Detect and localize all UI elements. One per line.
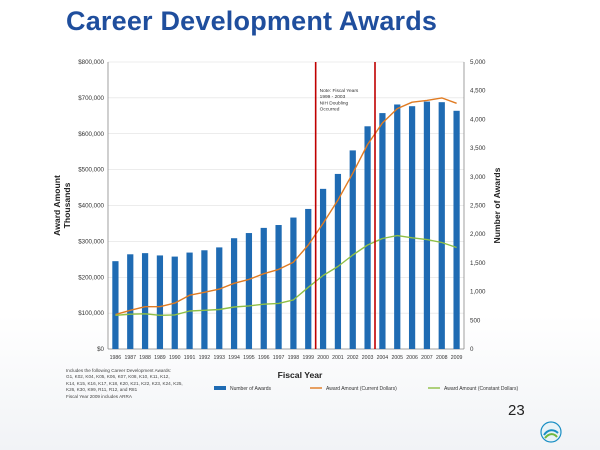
bar <box>141 253 149 349</box>
bar <box>438 102 445 350</box>
bar <box>230 238 238 349</box>
bar <box>260 227 267 349</box>
y-left-tick-label: $200,000 <box>78 274 104 281</box>
bar <box>305 208 312 349</box>
y-right-tick-label: 1,000 <box>470 289 486 296</box>
y-right-tick-label: 1,500 <box>470 260 486 267</box>
x-tick-label: 2002 <box>347 355 359 361</box>
series-line <box>115 234 457 316</box>
legend-label: Number of Awards <box>230 386 272 392</box>
x-tick-label: 1991 <box>184 355 196 361</box>
bar <box>216 247 223 349</box>
y-right-tick-label: 500 <box>470 317 481 324</box>
footnote-line: G1, K02, K04, K05, K06, K07, K08, K10, K… <box>66 374 170 380</box>
y-right-tick-label: 2,500 <box>470 203 486 210</box>
x-tick-label: 2003 <box>362 355 374 361</box>
footnote-line: K14, K15, K16, K17, K18, K20, K21, K22, … <box>66 380 183 386</box>
bar <box>408 106 416 349</box>
y-left-axis-title: Award Amount <box>52 175 62 236</box>
y-left-tick-label: $700,000 <box>78 95 104 102</box>
bar <box>453 110 460 349</box>
x-tick-label: 2008 <box>436 355 448 361</box>
bar <box>394 104 401 349</box>
bar <box>245 233 253 349</box>
bar <box>127 254 134 349</box>
bar <box>290 217 297 349</box>
bar <box>334 173 342 349</box>
y-left-tick-label: $600,000 <box>78 131 104 138</box>
y-right-tick-label: 3,500 <box>470 145 486 152</box>
bar <box>364 126 371 350</box>
y-right-tick-label: 5,000 <box>470 59 486 66</box>
footnote-line: Includes the following Career Developmen… <box>66 368 172 373</box>
y-left-axis-subtitle: Thousands <box>62 182 72 228</box>
x-tick-label: 1995 <box>243 355 255 361</box>
footnote: Includes the following Career Developmen… <box>66 368 216 400</box>
bar <box>201 250 208 349</box>
y-left-tick-label: $800,000 <box>78 59 104 66</box>
x-tick-label: 2009 <box>451 355 463 361</box>
y-right-tick-label: 0 <box>470 346 474 353</box>
bar <box>423 101 431 349</box>
legend-label: Award Amount (Constant Dollars) <box>444 386 518 392</box>
x-tick-label: 2001 <box>332 355 344 361</box>
y-left-tick-label: $100,000 <box>78 310 104 317</box>
legend-swatch <box>214 386 226 390</box>
series-line <box>115 97 457 316</box>
bar <box>379 113 386 349</box>
annotation-text: Occurred <box>320 107 340 113</box>
x-tick-label: 2005 <box>391 355 403 361</box>
x-tick-label: 1990 <box>169 355 181 361</box>
y-right-tick-label: 4,000 <box>470 116 486 123</box>
slide-title: Career Development Awards <box>66 6 438 36</box>
y-left-tick-label: $0 <box>97 346 104 353</box>
y-right-tick-label: 3,000 <box>470 174 486 181</box>
agency-logo-icon <box>540 421 562 443</box>
y-left-tick-label: $500,000 <box>78 167 104 174</box>
footnote-line: K26, K30, K99, R11, R12, and R81 <box>66 387 138 393</box>
legend-label: Award Amount (Current Dollars) <box>326 386 397 392</box>
y-right-tick-label: 4,500 <box>470 88 486 95</box>
bar <box>275 225 282 349</box>
y-right-tick-label: 2,000 <box>470 231 486 238</box>
x-tick-label: 1987 <box>124 355 136 361</box>
y-left-tick-label: $300,000 <box>78 238 104 245</box>
x-tick-label: 2000 <box>317 355 329 361</box>
annotation-text: 1999 - 2003 <box>320 94 346 100</box>
x-tick-label: 2004 <box>377 355 389 361</box>
bar <box>349 150 356 349</box>
bar <box>186 252 193 349</box>
annotation-text: Note: Fiscal Years <box>320 88 359 94</box>
x-tick-label: 1996 <box>258 355 270 361</box>
y-left-tick-label: $400,000 <box>78 203 104 210</box>
bar <box>156 255 164 349</box>
page-number: 23 <box>508 402 525 419</box>
x-tick-label: 1988 <box>139 355 151 361</box>
x-tick-label: 1997 <box>273 355 285 361</box>
x-tick-label: 1999 <box>302 355 314 361</box>
y-right-axis-title: Number of Awards <box>492 167 502 243</box>
bar <box>112 261 119 349</box>
x-tick-label: 1989 <box>154 355 166 361</box>
x-tick-label: 2007 <box>421 355 433 361</box>
x-axis-title: Fiscal Year <box>278 370 323 380</box>
footnote-line: Fiscal Year 2009 includes ARRA <box>66 393 132 399</box>
annotation-text: NIH Doubling <box>320 100 349 106</box>
x-tick-label: 1998 <box>288 355 300 361</box>
x-tick-label: 1993 <box>213 355 225 361</box>
x-tick-label: 1986 <box>110 355 122 361</box>
x-tick-label: 2006 <box>406 355 418 361</box>
x-tick-label: 1994 <box>228 355 240 361</box>
x-tick-label: 1992 <box>199 355 211 361</box>
bar <box>319 188 327 349</box>
